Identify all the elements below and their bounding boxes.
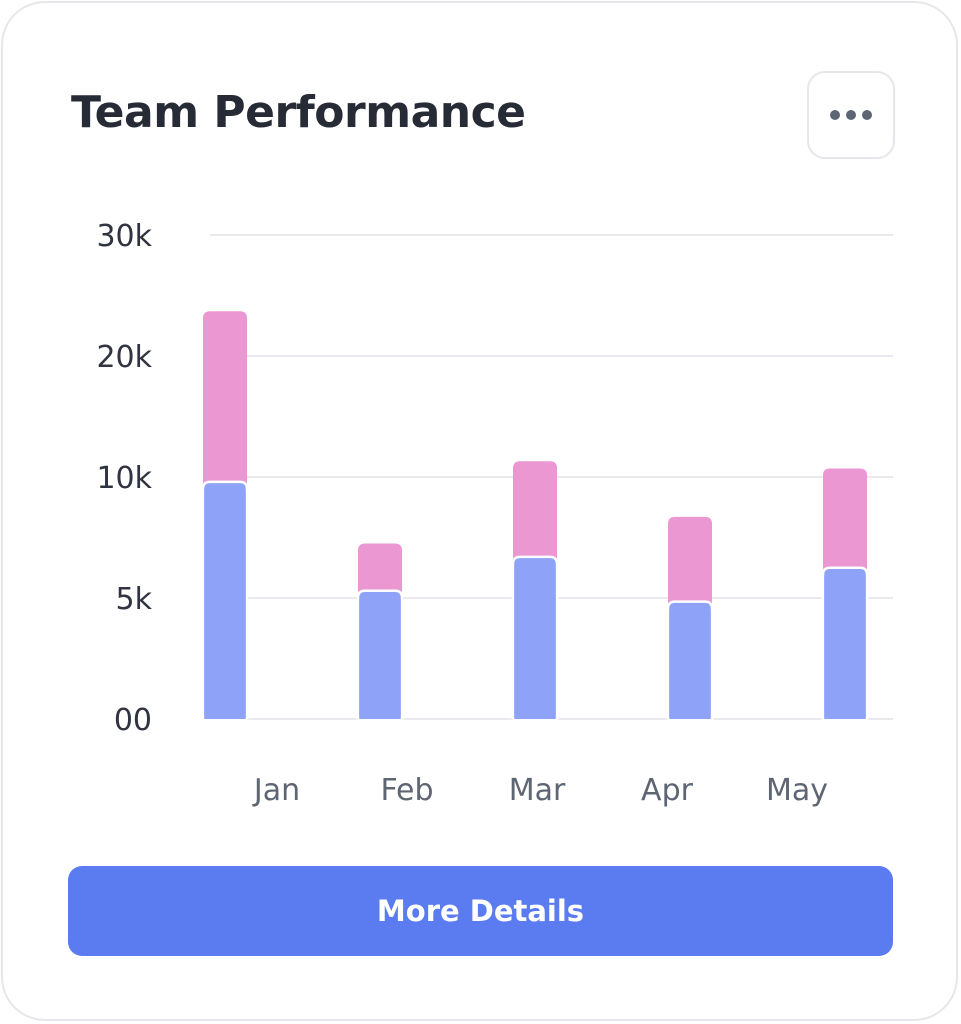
x-tick-label-mar: Mar (509, 773, 566, 808)
more-options-button[interactable] (807, 71, 895, 159)
bar-segment-top-apr (668, 516, 712, 606)
bar-segment-bottom-fill (514, 564, 556, 719)
bar-segment-top-feb (358, 543, 402, 595)
x-tick-label-may: May (766, 773, 828, 808)
x-tick-label-apr: Apr (641, 773, 694, 808)
y-tick-label: 20k (96, 340, 152, 375)
more-horizontal-icon (830, 110, 872, 120)
bar-segment-bottom-fill (204, 489, 246, 719)
y-tick-label: 30k (96, 219, 152, 254)
bar-segment-bottom-fill (359, 598, 401, 719)
bar-segment-bottom-fill (824, 575, 866, 719)
x-tick-label-feb: Feb (380, 773, 433, 808)
bar-segment-top-jan (203, 311, 247, 486)
chart-bars (201, 311, 869, 721)
y-tick-label: 10k (96, 461, 152, 496)
y-tick-label: 00 (114, 703, 152, 738)
y-tick-label: 5k (116, 582, 153, 617)
x-tick-label-jan: Jan (252, 773, 300, 808)
card-title: Team Performance (71, 87, 526, 138)
stacked-bar-chart: 00 5k 10k 20k 30k Jan Feb Mar Apr May (96, 219, 893, 808)
bar-segment-bottom-fill (669, 609, 711, 719)
bar-segment-top-mar (513, 461, 557, 561)
y-axis-ticks: 00 5k 10k 20k 30k (96, 219, 152, 738)
more-details-button[interactable]: More Details (68, 866, 893, 956)
bar-segment-top-may (823, 468, 867, 572)
x-axis-ticks: Jan Feb Mar Apr May (252, 773, 828, 808)
